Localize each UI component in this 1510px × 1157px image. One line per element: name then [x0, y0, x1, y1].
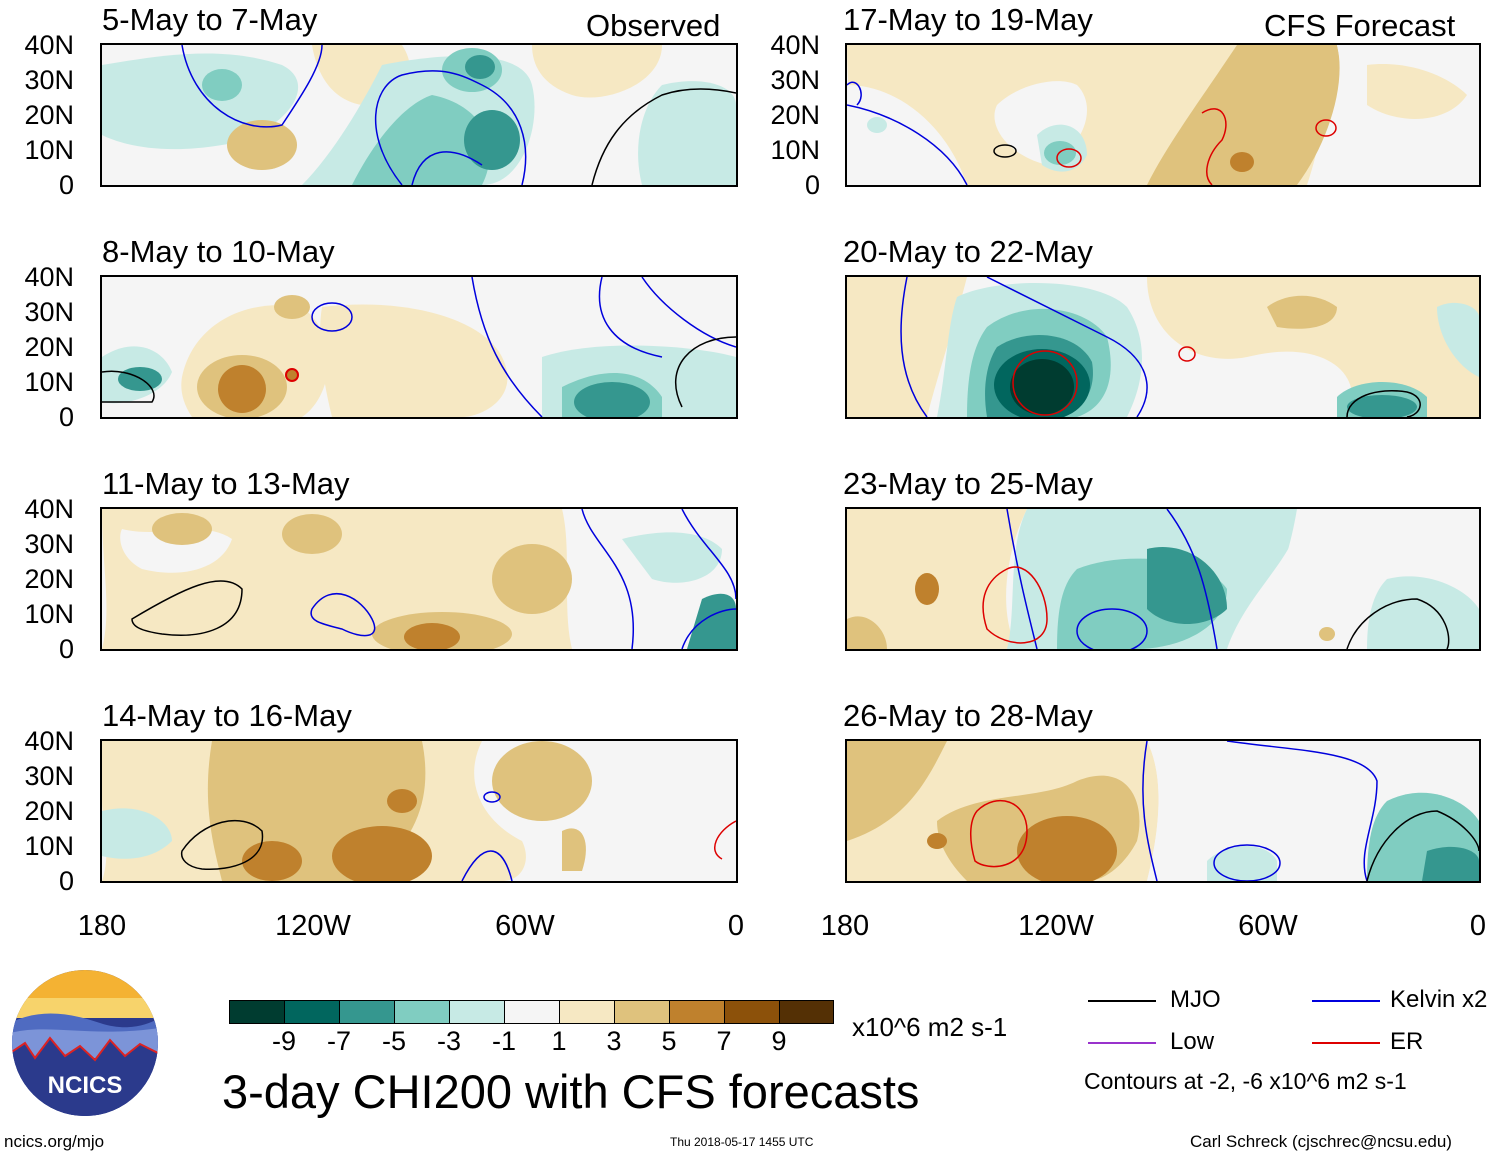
colorbar-tick: -3 — [436, 1026, 461, 1056]
lat-label: 20N — [770, 100, 820, 130]
lat-label: 40N — [770, 30, 820, 60]
lon-label: 0 — [727, 910, 745, 942]
logo-text: NCICS — [48, 1072, 123, 1099]
lon-label: 60W — [1238, 910, 1298, 942]
lat-label: 0 — [58, 866, 74, 896]
observed-label: Observed — [586, 8, 721, 43]
legend-line-er — [1312, 1042, 1380, 1044]
lat-label: 30N — [24, 65, 74, 95]
map-panel-right-4 — [845, 739, 1481, 883]
panel-title-left-1: 5-May to 7-May — [102, 2, 318, 37]
legend-line-kelvin — [1312, 1000, 1380, 1002]
lat-label: 40N — [24, 262, 74, 292]
panel-title-left-4: 14-May to 16-May — [102, 698, 352, 733]
lat-label: 40N — [24, 494, 74, 524]
footer-credit: Carl Schreck (cjschrec@ncsu.edu) — [1190, 1132, 1452, 1151]
map-panel-right-1 — [845, 43, 1481, 187]
colorbar-tick: 9 — [771, 1026, 787, 1056]
lat-label: 0 — [58, 170, 74, 200]
lat-label: 10N — [24, 831, 74, 861]
map-panel-right-2 — [845, 275, 1481, 419]
lat-label: 20N — [24, 332, 74, 362]
lat-label: 10N — [24, 135, 74, 165]
lon-label: 180 — [820, 910, 870, 942]
lat-label: 10N — [24, 599, 74, 629]
map-panel-left-2 — [100, 275, 738, 419]
colorbar-cell — [394, 1000, 450, 1024]
colorbar-cell — [504, 1000, 560, 1024]
forecast-label: CFS Forecast — [1264, 8, 1456, 43]
ncics-logo: NCICS — [10, 968, 160, 1118]
panel-title-right-1: 17-May to 19-May — [843, 2, 1093, 37]
colorbar-tick: 1 — [551, 1026, 567, 1056]
contour-note: Contours at -2, -6 x10^6 m2 s-1 — [1084, 1068, 1407, 1094]
colorbar-cell — [284, 1000, 340, 1024]
lat-label: 30N — [770, 65, 820, 95]
colorbar-tick: 7 — [716, 1026, 732, 1056]
colorbar-tick: -7 — [326, 1026, 351, 1056]
colorbar-cell — [229, 1000, 285, 1024]
colorbar-tick: -9 — [271, 1026, 296, 1056]
lat-label: 40N — [24, 726, 74, 756]
lon-label: 0 — [1469, 910, 1487, 942]
legend-label-low: Low — [1170, 1028, 1215, 1055]
colorbar-ticks: -9 -7 -5 -3 -1 1 3 5 7 9 — [229, 1026, 834, 1060]
colorbar-tick: -1 — [491, 1026, 516, 1056]
map-panel-right-3 — [845, 507, 1481, 651]
map-panel-left-1 — [100, 43, 738, 187]
lat-label: 30N — [24, 529, 74, 559]
legend-line-low — [1088, 1042, 1156, 1044]
map-panel-left-4 — [100, 739, 738, 883]
main-title: 3-day CHI200 with CFS forecasts — [222, 1065, 920, 1118]
lat-label: 0 — [804, 170, 820, 200]
legend-label-er: ER — [1390, 1028, 1424, 1055]
lat-label: 10N — [770, 135, 820, 165]
lat-label: 20N — [24, 796, 74, 826]
colorbar-units: x10^6 m2 s-1 — [852, 1012, 1008, 1042]
colorbar-cell — [669, 1000, 725, 1024]
footer-timestamp: Thu 2018-05-17 1455 UTC — [670, 1135, 814, 1149]
lat-label: 0 — [58, 402, 74, 432]
lon-label: 120W — [275, 910, 351, 942]
panel-title-left-2: 8-May to 10-May — [102, 234, 335, 269]
panel-title-right-4: 26-May to 28-May — [843, 698, 1093, 733]
colorbar — [229, 1000, 834, 1024]
panel-title-right-2: 20-May to 22-May — [843, 234, 1093, 269]
lat-label: 10N — [24, 367, 74, 397]
lon-label: 120W — [1018, 910, 1094, 942]
lat-label: 30N — [24, 761, 74, 791]
colorbar-tick: 3 — [606, 1026, 622, 1056]
colorbar-cell — [559, 1000, 615, 1024]
lat-label: 40N — [24, 30, 74, 60]
colorbar-tick: -5 — [381, 1026, 406, 1056]
lat-label: 20N — [24, 564, 74, 594]
footer-url[interactable]: ncics.org/mjo — [4, 1132, 105, 1151]
panel-title-right-3: 23-May to 25-May — [843, 466, 1093, 501]
lon-label: 60W — [495, 910, 555, 942]
map-panel-left-3 — [100, 507, 738, 651]
lon-label: 180 — [77, 910, 127, 942]
panel-title-left-3: 11-May to 13-May — [102, 466, 350, 501]
legend-label-mjo: MJO — [1170, 986, 1221, 1013]
lat-label: 0 — [58, 634, 74, 664]
colorbar-cell — [614, 1000, 670, 1024]
colorbar-cell — [724, 1000, 780, 1024]
lat-label: 30N — [24, 297, 74, 327]
colorbar-tick: 5 — [661, 1026, 677, 1056]
lat-label: 20N — [24, 100, 74, 130]
colorbar-cell — [449, 1000, 505, 1024]
colorbar-cell — [779, 1000, 834, 1024]
legend-label-kelvin: Kelvin x2 — [1390, 986, 1488, 1013]
legend-line-mjo — [1088, 1000, 1156, 1002]
ncics-logo-graphic: NCICS — [12, 970, 158, 1116]
colorbar-cell — [339, 1000, 395, 1024]
